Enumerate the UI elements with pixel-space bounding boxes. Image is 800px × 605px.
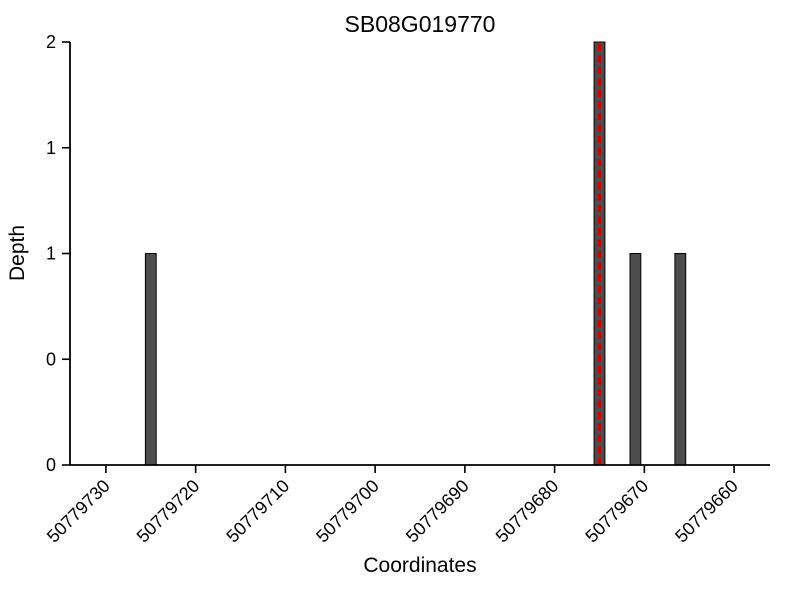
x-tick-label: 50779690 xyxy=(402,476,473,547)
chart-title: SB08G019770 xyxy=(345,11,496,37)
depth-bar xyxy=(674,253,687,466)
x-tick-label: 50779730 xyxy=(43,476,114,547)
x-tick-label: 50779710 xyxy=(222,476,293,547)
depth-bar xyxy=(629,253,642,466)
y-tick-label: 2 xyxy=(46,32,56,52)
y-tick-label: 1 xyxy=(46,244,56,264)
x-tick-label: 50779720 xyxy=(133,476,204,547)
y-tick-label: 0 xyxy=(46,349,56,369)
y-tick-label: 0 xyxy=(46,455,56,475)
x-axis-title: Coordinates xyxy=(363,554,476,577)
x-tick-label: 50779680 xyxy=(492,476,563,547)
x-tick-label: 50779700 xyxy=(312,476,383,547)
x-tick-label: 50779660 xyxy=(671,476,742,547)
x-tick-label: 50779670 xyxy=(581,476,652,547)
y-tick-label: 1 xyxy=(46,138,56,158)
depth-bar xyxy=(144,253,157,466)
y-axis-title: Depth xyxy=(6,225,29,281)
bars-layer xyxy=(144,41,687,466)
